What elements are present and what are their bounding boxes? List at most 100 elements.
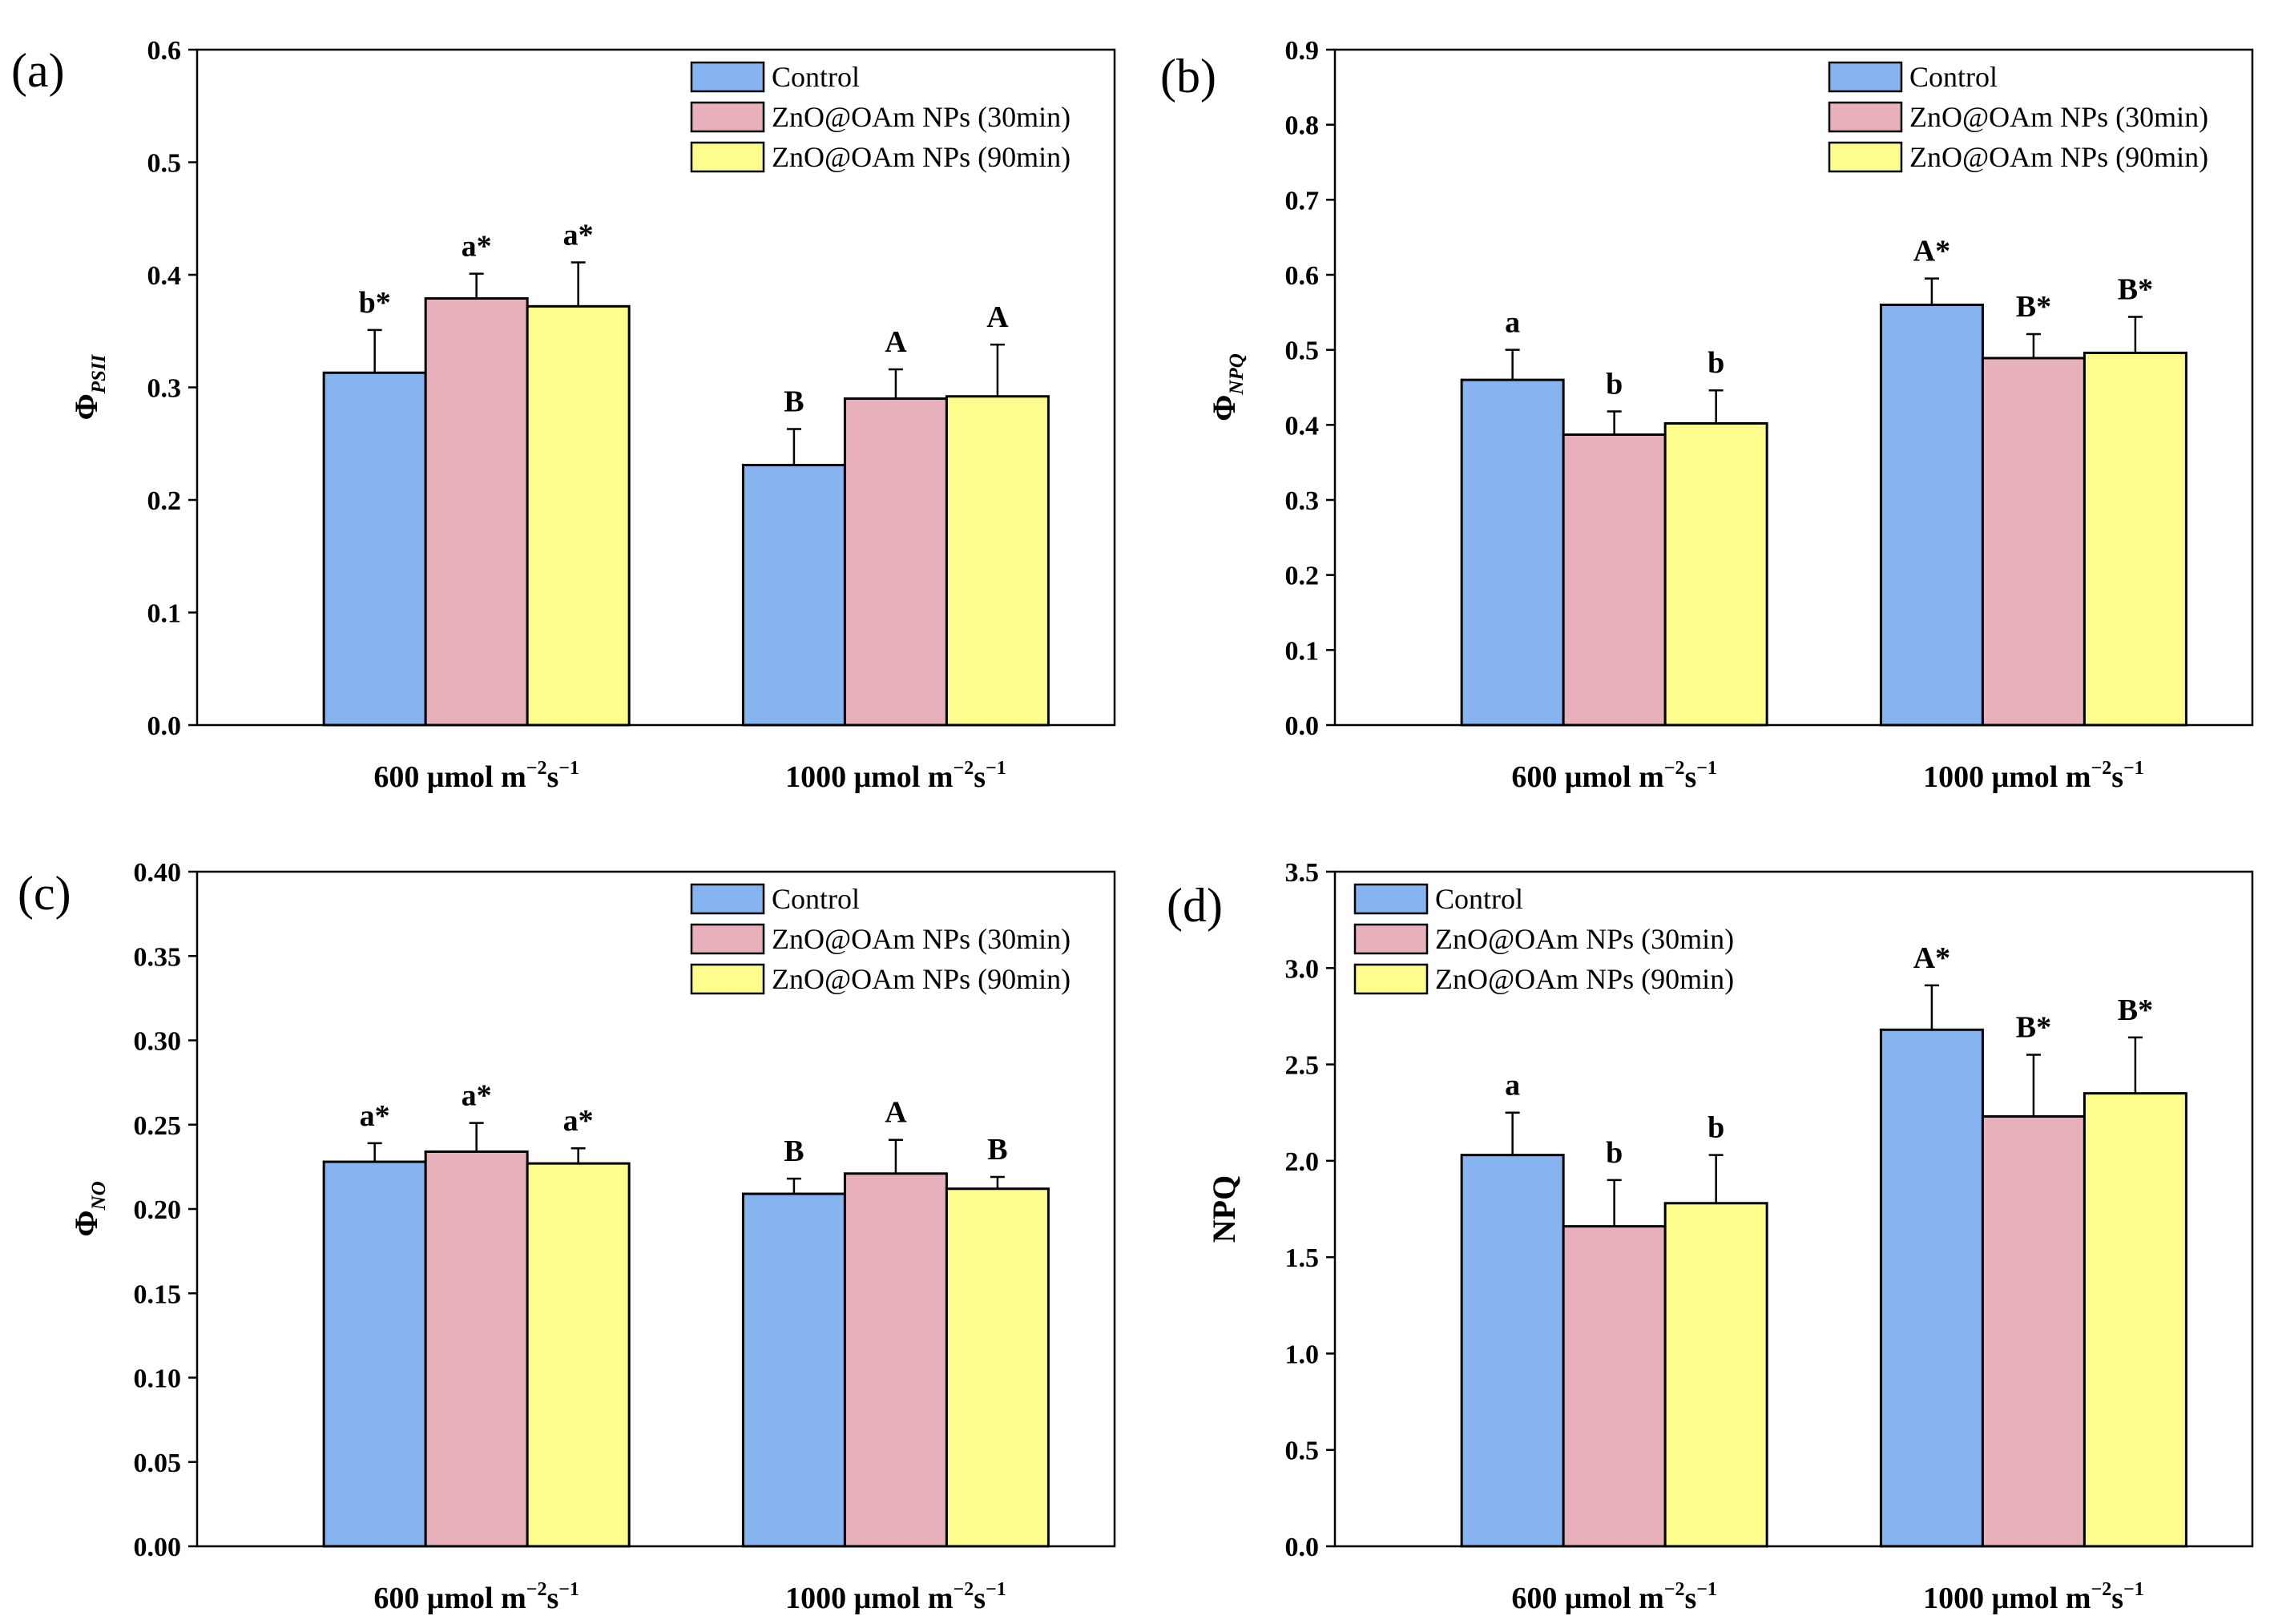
bar <box>945 395 1050 727</box>
bar <box>2083 351 2187 727</box>
category-label: 600 μmol m−2s−1 <box>1511 1579 1717 1615</box>
y-tick-label: 0.35 <box>134 942 182 972</box>
y-axis-label: ΦNO <box>68 1181 110 1236</box>
y-tick-label: 0.3 <box>1285 486 1320 516</box>
significance-label: b <box>1606 1136 1623 1170</box>
y-tick-label: 0.10 <box>134 1364 182 1394</box>
y-tick-label: 0.4 <box>147 261 182 291</box>
category-label-unit: s <box>974 760 986 794</box>
category-label-unit: s <box>1684 1582 1696 1615</box>
y-tick-label: 1.5 <box>1285 1243 1320 1273</box>
panel-label: (d) <box>1167 879 1223 932</box>
legend-swatch <box>1353 963 1429 995</box>
y-tick-label: 0.20 <box>134 1195 182 1225</box>
chart-panel-c: (c) a* Ba* Aa* B 0.00 0.05 0.10 0.15 0.20 0.25 0.30… <box>18 858 1116 1615</box>
legend: Control ZnO@OAm NPs (30min) ZnO@OAm NPs (9… <box>1828 61 2208 173</box>
significance-label: a <box>1505 1069 1520 1102</box>
category-label-superscript: −2 <box>1664 1579 1685 1600</box>
panel-label: (a) <box>11 44 65 97</box>
bar <box>1460 1154 1565 1548</box>
legend-swatch <box>1353 923 1429 955</box>
category-label-unit: s <box>2111 760 2123 794</box>
bar <box>843 397 948 727</box>
y-tick-label: 3.5 <box>1285 858 1320 888</box>
legend-label: ZnO@OAm NPs (90min) <box>1909 141 2208 173</box>
y-axis-label-main: Φ <box>68 1210 104 1236</box>
bar <box>1879 303 1984 727</box>
y-tick-label: 0.5 <box>1285 336 1320 366</box>
bar <box>1562 1225 1667 1548</box>
category-label-superscript: −1 <box>558 758 579 779</box>
y-tick-label: 0.15 <box>134 1279 182 1309</box>
significance-label: b <box>1708 346 1724 380</box>
legend: Control ZnO@OAm NPs (30min) ZnO@OAm NPs (9… <box>1353 883 1734 995</box>
bar <box>424 297 529 727</box>
legend-label: ZnO@OAm NPs (90min) <box>1435 963 1734 995</box>
y-tick-label: 0.5 <box>1285 1437 1320 1466</box>
bar <box>2083 1092 2187 1548</box>
legend: Control ZnO@OAm NPs (30min) ZnO@OAm NPs (9… <box>690 883 1070 995</box>
category-label-superscript: −2 <box>954 1579 974 1600</box>
category-label-superscript: −1 <box>1696 1579 1717 1600</box>
bar <box>424 1150 529 1548</box>
significance-label: B* <box>2118 272 2153 306</box>
plot-frame <box>1333 870 2254 1548</box>
bar <box>322 371 427 727</box>
category-label: 600 μmol m−2s−1 <box>373 1579 579 1615</box>
legend-swatch <box>690 101 765 133</box>
legend-label: Control <box>1435 883 1523 915</box>
bar <box>741 1192 846 1548</box>
category-label: 1000 μmol m−2s−1 <box>785 1579 1006 1615</box>
significance-label: B* <box>2016 290 2051 324</box>
panel-label: (b) <box>1160 50 1216 103</box>
category-label: 1000 μmol m−2s−1 <box>785 758 1006 794</box>
y-tick-label: 0.0 <box>147 711 182 741</box>
y-tick-label: 0.25 <box>134 1111 182 1141</box>
legend-label: ZnO@OAm NPs (90min) <box>772 963 1070 995</box>
panel-label: (c) <box>18 867 71 920</box>
y-axis-label-main: Φ <box>68 393 104 420</box>
bar <box>1981 357 2086 727</box>
legend-label: Control <box>1909 61 1998 93</box>
bar <box>1562 433 1667 727</box>
y-axis-label-subscript: NPQ <box>1226 353 1248 395</box>
category-label-main: 600 μmol m <box>1511 760 1663 794</box>
category-label-superscript: −1 <box>1696 758 1717 779</box>
significance-label: B* <box>2016 1011 2051 1045</box>
category-label-unit: s <box>2111 1582 2123 1615</box>
category-label-main: 1000 μmol m <box>1923 760 2091 794</box>
significance-label: a* <box>462 1079 492 1113</box>
y-tick-label: 0.9 <box>1285 36 1320 66</box>
significance-label: B <box>784 1134 804 1168</box>
category-label-superscript: −1 <box>986 1579 1006 1600</box>
y-tick-label: 0.40 <box>134 858 182 888</box>
y-tick-label: 2.0 <box>1285 1147 1320 1177</box>
bar <box>945 1187 1050 1548</box>
category-label-unit: s <box>546 1582 558 1615</box>
category-label-superscript: −1 <box>986 758 1006 779</box>
legend-label: ZnO@OAm NPs (30min) <box>772 923 1070 955</box>
significance-label: b* <box>359 286 391 320</box>
significance-label: a* <box>563 219 594 252</box>
legend-label: Control <box>772 883 860 915</box>
category-label-superscript: −2 <box>954 758 974 779</box>
y-axis-label-main: Φ <box>1206 395 1242 421</box>
category-label: 1000 μmol m−2s−1 <box>1923 1579 2144 1615</box>
category-label-superscript: −1 <box>558 1579 579 1600</box>
y-tick-label: 1.0 <box>1285 1340 1320 1369</box>
category-label-main: 600 μmol m <box>373 1582 526 1615</box>
y-axis-label-subscript: PSII <box>88 353 110 394</box>
bar <box>1663 421 1768 727</box>
y-axis-label: ΦPSII <box>68 353 110 420</box>
category-label-main: 1000 μmol m <box>785 1582 953 1615</box>
category-label-unit: s <box>974 1582 986 1615</box>
category-label-superscript: −2 <box>2091 758 2112 779</box>
category-label-main: 600 μmol m <box>373 760 526 794</box>
chart-panel-d: (d) a A* b B* b B* 0.0 0.5 1.0 1.5 2.0 2.5 3.0 3.5 NPQ 6… <box>1167 858 2254 1615</box>
y-tick-label: 2.5 <box>1285 1051 1320 1081</box>
legend-label: ZnO@OAm NPs (90min) <box>772 141 1070 173</box>
legend-label: ZnO@OAm NPs (30min) <box>1435 923 1734 955</box>
y-axis-label-main: NPQ <box>1206 1175 1242 1243</box>
y-tick-label: 0.3 <box>147 374 182 404</box>
y-tick-label: 0.2 <box>147 486 182 516</box>
